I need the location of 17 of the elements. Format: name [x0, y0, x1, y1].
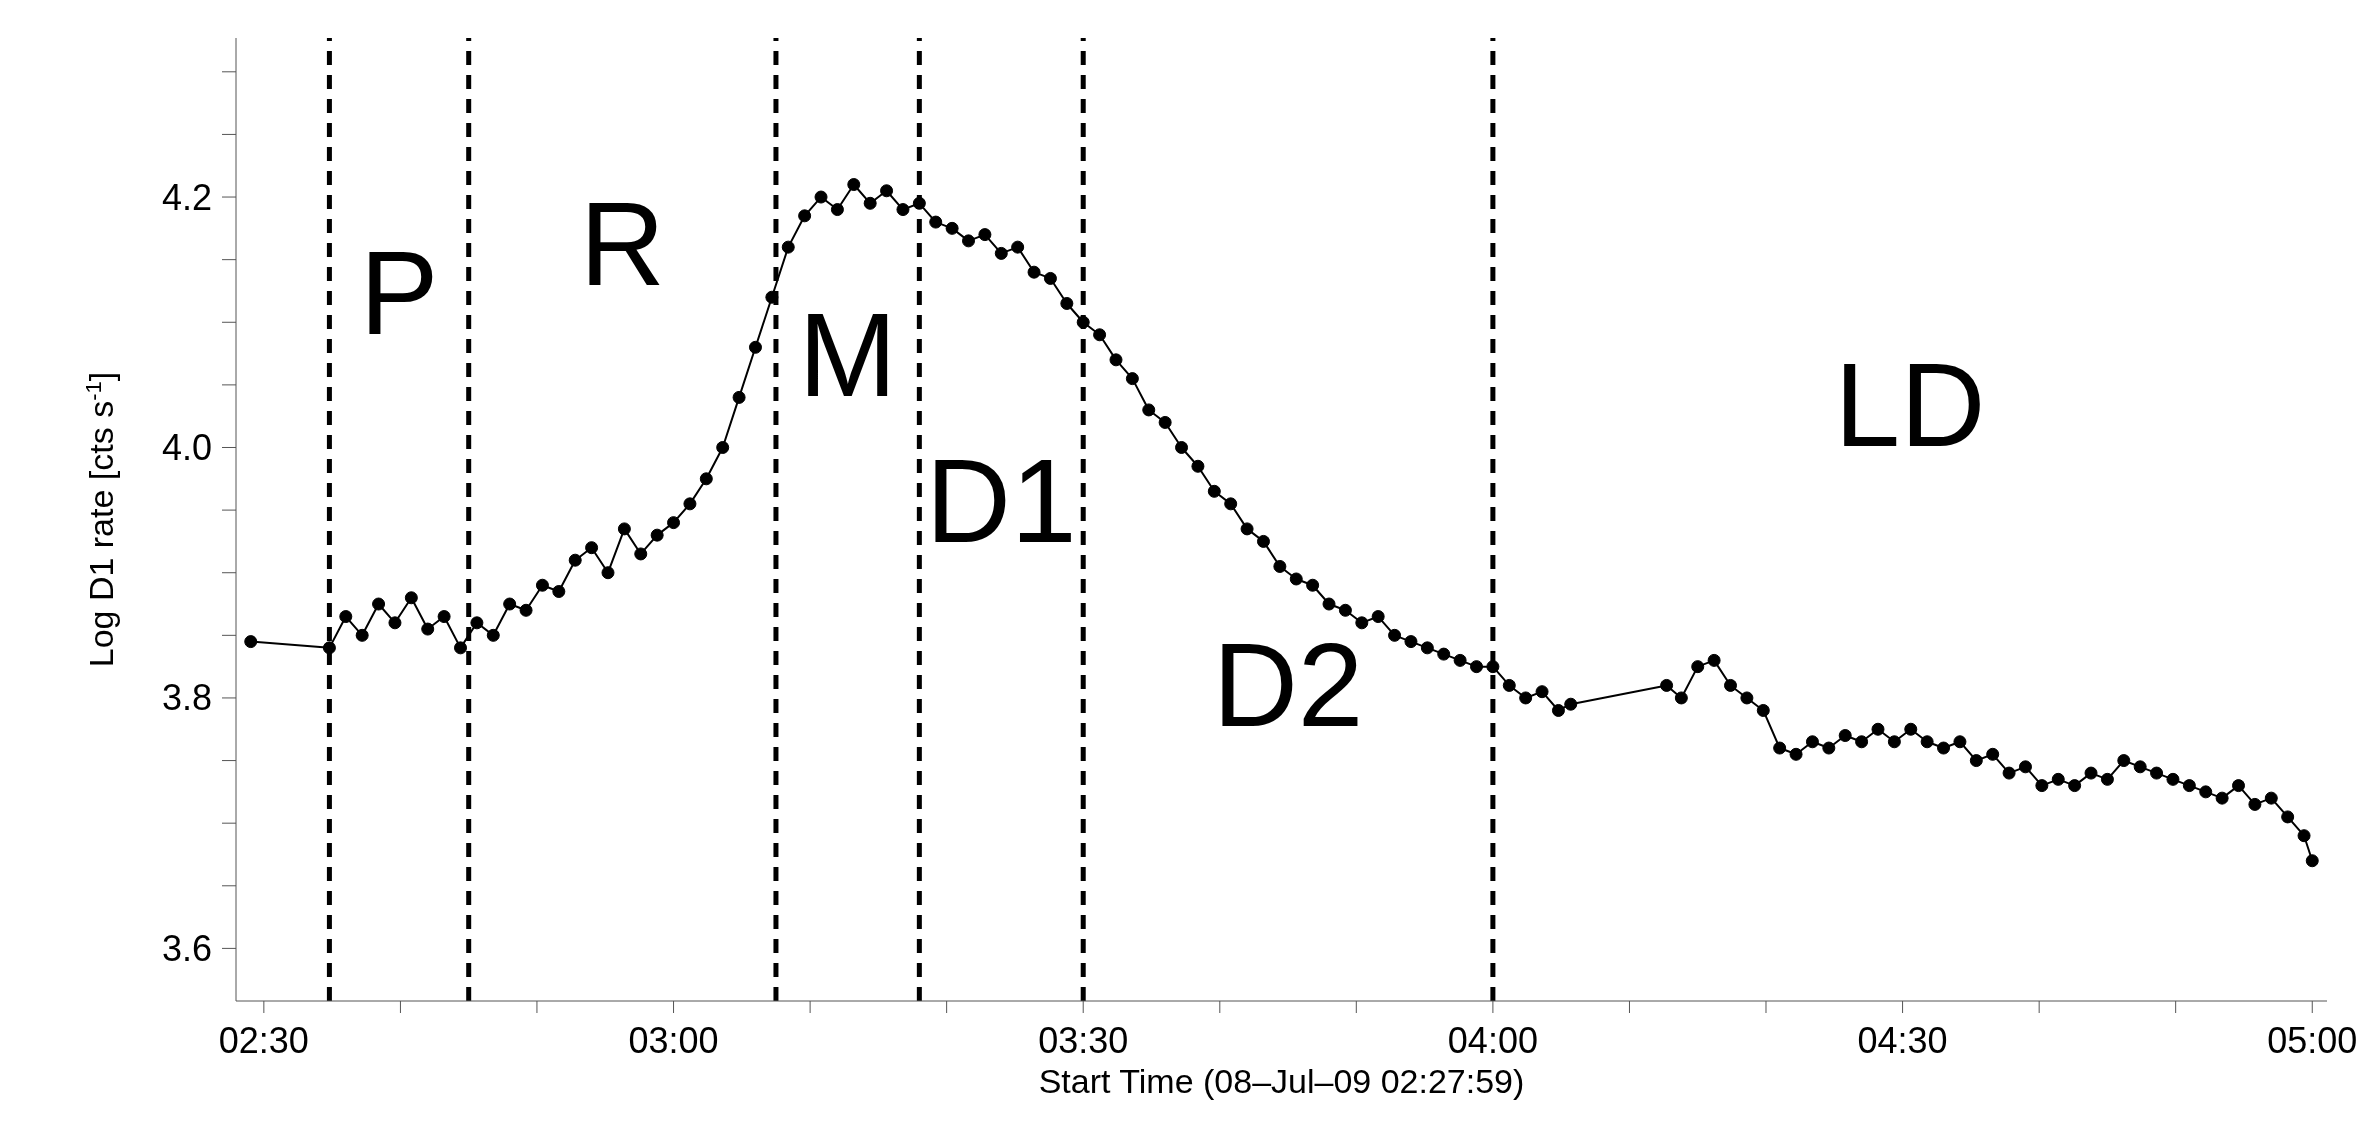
x-tick-label: 05:00 [2267, 1020, 2358, 1061]
x-tick-label: 04:00 [1447, 1020, 1538, 1061]
x-tick-label: 03:30 [1038, 1020, 1129, 1061]
annotation: P [359, 227, 439, 360]
x-axis-title: Start Time (08–Jul–09 02:27:59) [1038, 1062, 1525, 1100]
x-tick-label: 04:30 [1857, 1020, 1948, 1061]
x-tick-label: 03:00 [628, 1020, 719, 1061]
annotation: M [798, 288, 897, 421]
annotation: LD [1834, 338, 1986, 471]
y-tick-label: 3.6 [161, 927, 212, 969]
y-tick-label: 4.2 [161, 176, 212, 218]
annotation: D2 [1212, 619, 1364, 752]
y-tick-label: 3.8 [161, 677, 212, 719]
annotation: R [579, 178, 665, 311]
annotation: D1 [925, 435, 1077, 568]
x-tick-label: 02:30 [218, 1020, 309, 1061]
y-tick-label: 4.0 [161, 426, 212, 468]
